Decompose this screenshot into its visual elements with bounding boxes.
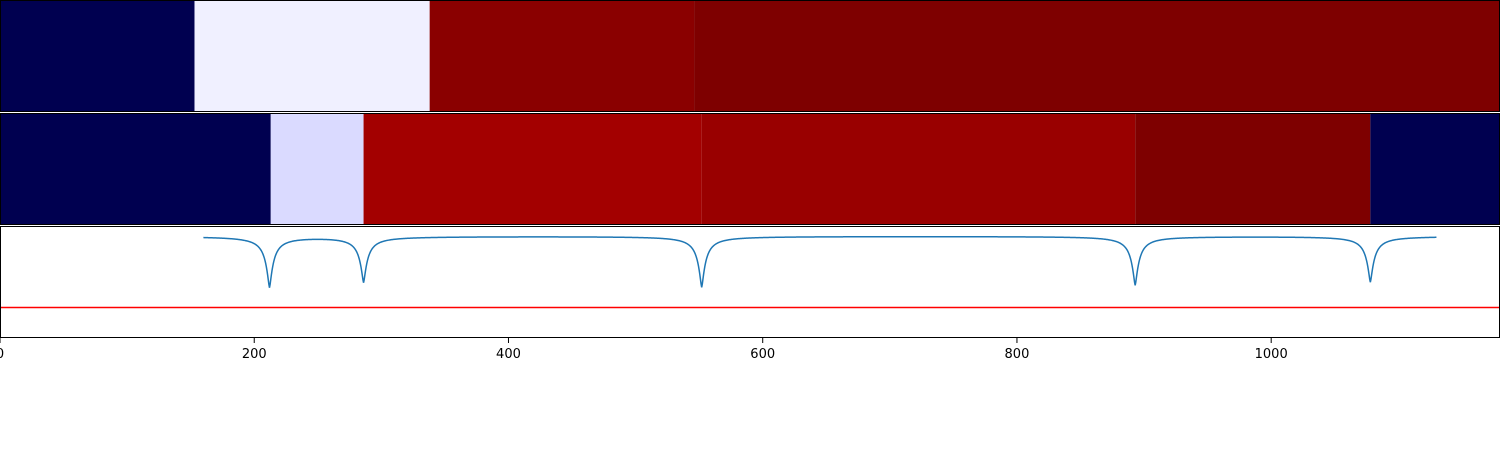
x-tick-label-400: 400 <box>496 347 521 362</box>
x-tick-label-600: 600 <box>750 347 775 362</box>
segment-1-1 <box>0 0 195 112</box>
x-tick-label-1000: 1000 <box>1255 347 1288 362</box>
segment-2-4 <box>701 113 1136 225</box>
segment-rows <box>0 0 1500 225</box>
x-tick-label-200: 200 <box>242 347 267 362</box>
segment-2-6 <box>1370 113 1500 225</box>
segment-2-5 <box>1135 113 1371 225</box>
segment-2-3 <box>363 113 702 225</box>
segment-2-1 <box>0 113 271 225</box>
x-tick-label-800: 800 <box>1005 347 1030 362</box>
x-tick-label-0: 0 <box>0 347 4 362</box>
segment-1-2 <box>194 0 430 112</box>
segment-2-2 <box>270 113 364 225</box>
segment-1-3 <box>429 0 695 112</box>
segment-1-4 <box>694 0 1500 112</box>
x-axis: 0 200 400 600 800 1000 <box>0 338 1288 362</box>
signal-panel <box>0 226 1500 338</box>
signal-line <box>203 235 1437 288</box>
signal-frame <box>0 226 1500 338</box>
